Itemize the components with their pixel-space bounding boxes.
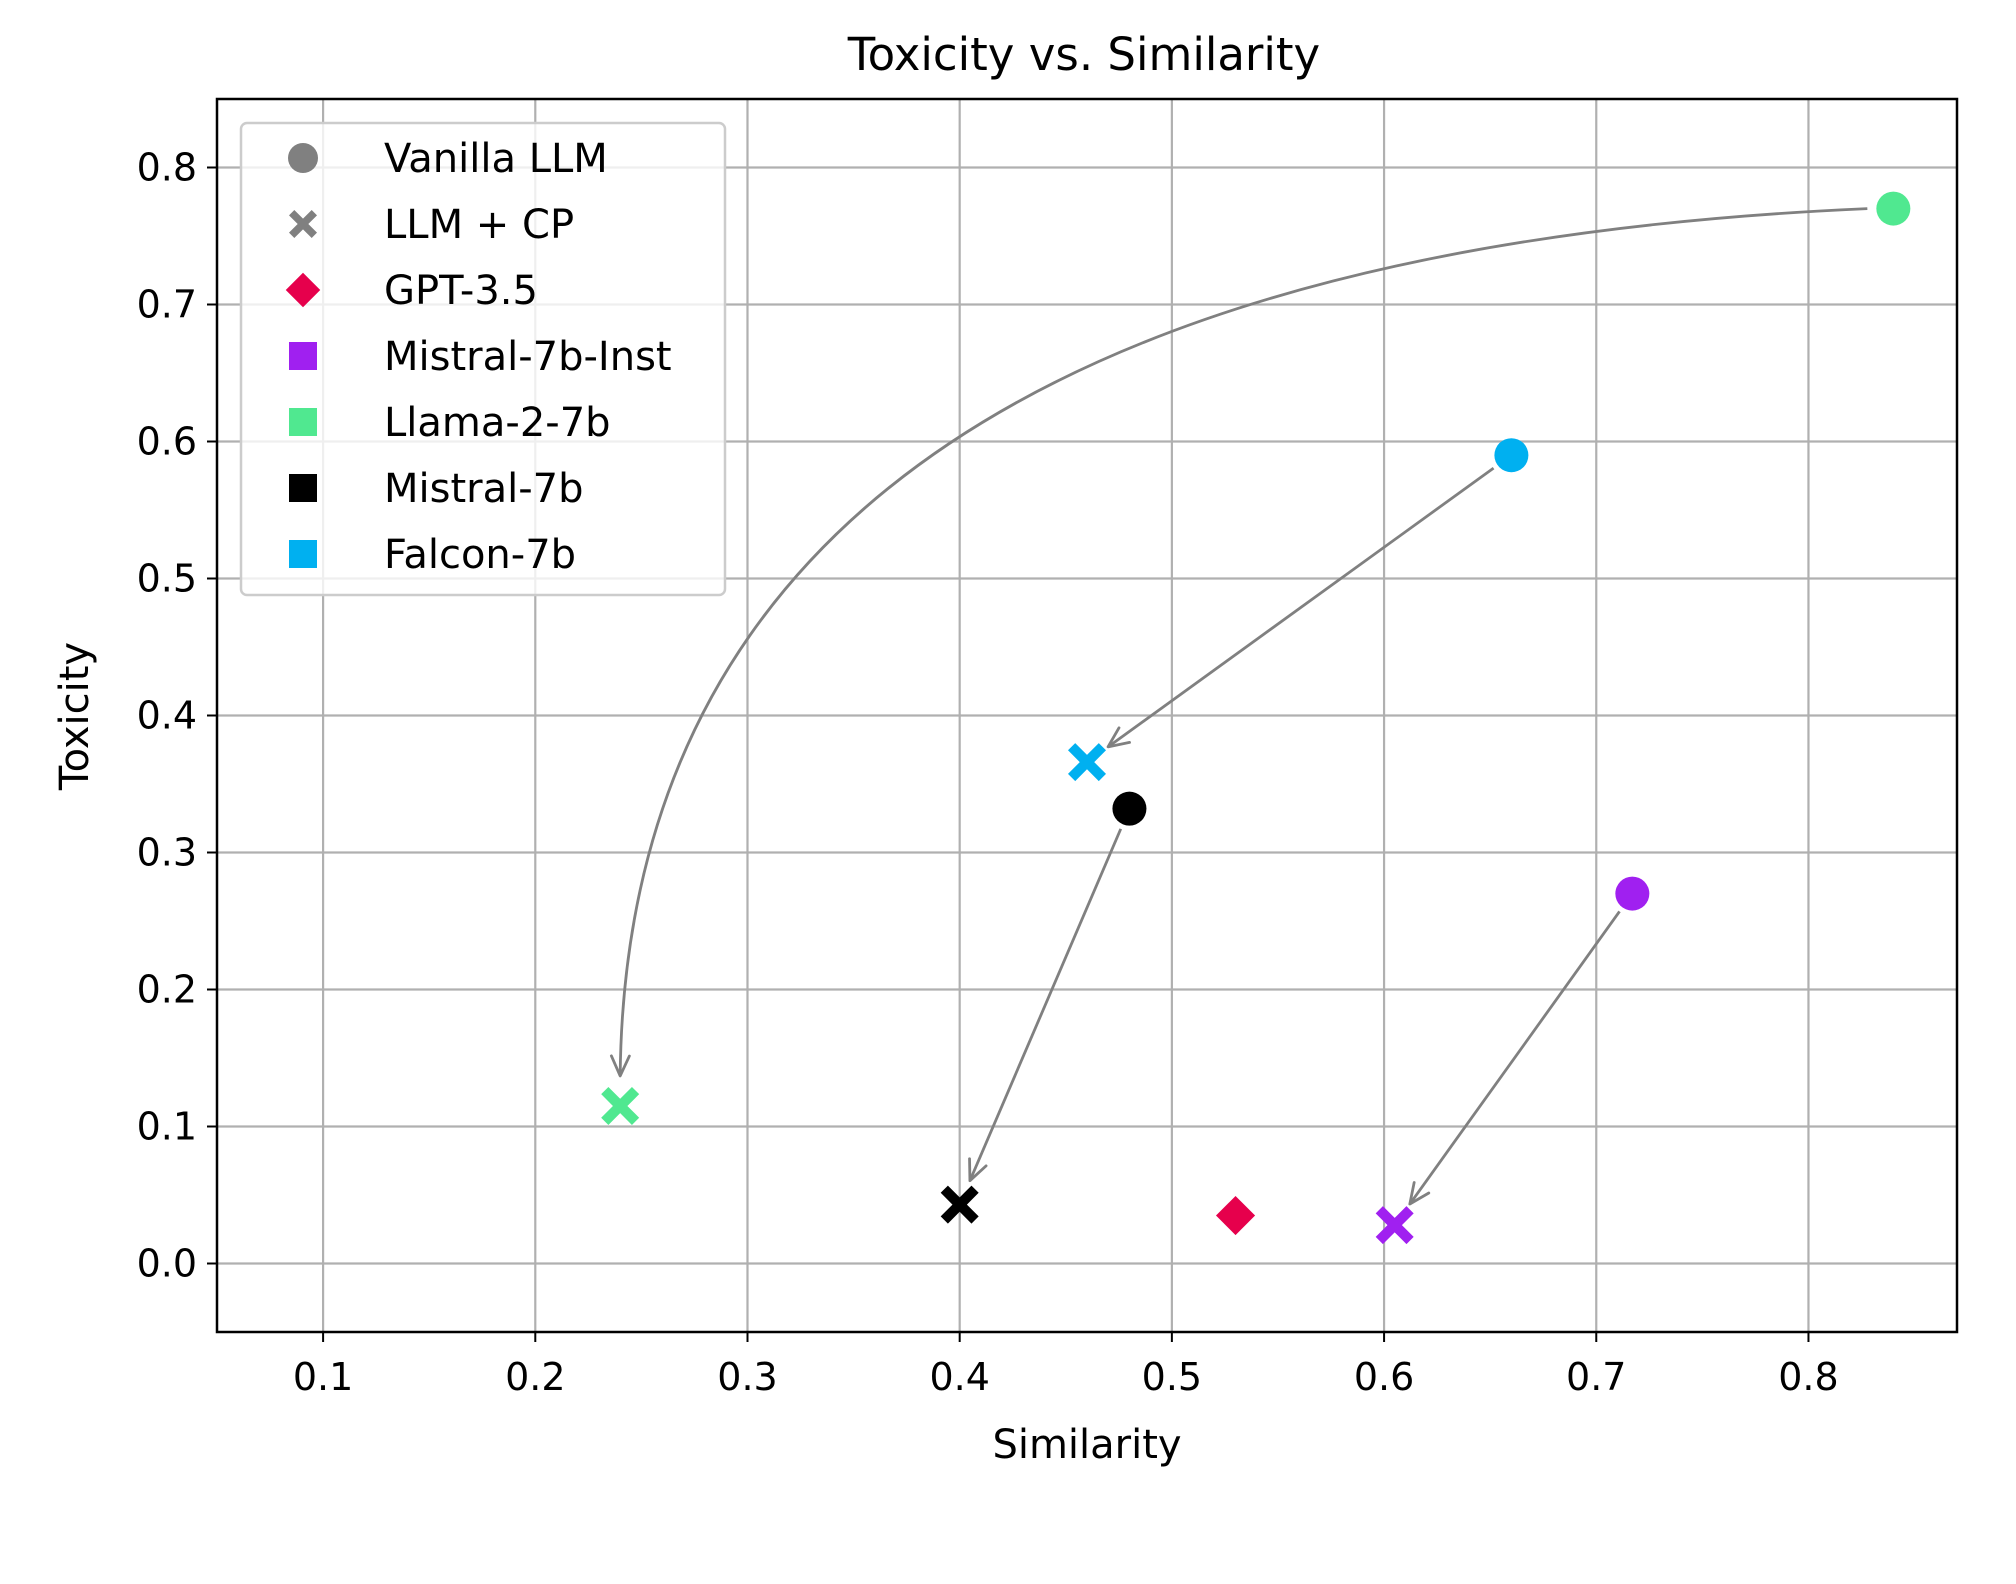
x-tick-label: 0.7 [1566,1355,1626,1399]
legend-label-mistral-7b: Mistral-7b [384,466,584,512]
legend-label-falcon-7b: Falcon-7b [384,532,576,578]
grid-lines [217,99,1957,1332]
legend-label-llama-2-7b: Llama-2-7b [384,400,611,446]
point-mistral-7b-vanilla [1112,791,1147,826]
point-falcon-7b-cp [1068,743,1106,782]
legend-label-llm-cp: LLM + CP [384,202,574,248]
legend-marker-llm-cp [289,210,317,238]
arrow-llama-2-7b [618,207,1868,1076]
legend-marker-mistral-7b-inst [289,342,317,370]
data-points [601,191,1911,1245]
chart-title: Toxicity vs. Similarity [847,28,1320,81]
point-falcon-7b-vanilla [1494,438,1529,473]
point-llama-2-7b-cp [601,1086,640,1125]
arrow-mistral-7b-inst [1408,910,1621,1205]
x-tick-label: 0.5 [1142,1355,1202,1399]
point-mistral-7b-inst-vanilla [1615,876,1650,911]
arrow-falcon-7b [1107,466,1495,748]
legend-marker-falcon-7b [289,540,317,568]
y-tick-label: 0.6 [137,420,197,464]
arrowhead-llama-2-7b [609,1054,631,1078]
x-tick-label: 0.4 [929,1355,989,1399]
point-mistral-7b-cp [940,1185,979,1224]
y-tick-label: 0.4 [137,694,197,738]
arrowhead-mistral-7b-inst [1408,1181,1431,1206]
arrow-mistral-7b [968,828,1123,1182]
x-axis-label: Similarity [992,1422,1181,1468]
legend-label-mistral-7b-inst: Mistral-7b-Inst [384,334,672,380]
legend-marker-llama-2-7b [289,408,317,436]
arrows [609,207,1868,1206]
legend-marker-gpt-3-5 [285,272,321,308]
y-tick-label: 0.0 [137,1242,197,1286]
legend-marker-mistral-7b [289,474,317,502]
legend: Vanilla LLM LLM + CP GPT-3.5 Mistral-7b-Ins… [239,121,727,597]
x-tick-label: 0.3 [717,1355,777,1399]
y-tick-label: 0.1 [137,1105,197,1149]
x-tick-label: 0.8 [1778,1355,1838,1399]
arrowhead-falcon-7b [1106,726,1131,749]
x-tick-label: 0.6 [1354,1355,1414,1399]
legend-box [239,121,727,597]
legend-label-gpt-3-5: GPT-3.5 [384,268,538,314]
y-tick-label: 0.7 [137,283,197,327]
axis-ticks: 0.1 0.2 0.3 0.4 0.5 0.6 0.7 0.8 0.0 0.1 0.2 0.3 0.4 0… [137,146,1839,1400]
point-gpt-3-5-reference [1215,1196,1256,1236]
x-tick-label: 0.2 [505,1355,565,1399]
y-axis-label: Toxicity [52,642,98,791]
y-tick-label: 0.2 [137,968,197,1012]
arrowhead-mistral-7b [968,1157,988,1183]
y-tick-label: 0.5 [137,557,197,601]
point-llama-2-7b-vanilla [1876,191,1911,226]
y-tick-label: 0.3 [137,831,197,875]
y-tick-label: 0.8 [137,146,197,190]
point-mistral-7b-inst-cp [1375,1206,1414,1245]
x-tick-label: 0.1 [293,1355,353,1399]
legend-marker-vanilla-llm [288,143,318,173]
legend-label-vanilla-llm: Vanilla LLM [384,136,608,182]
